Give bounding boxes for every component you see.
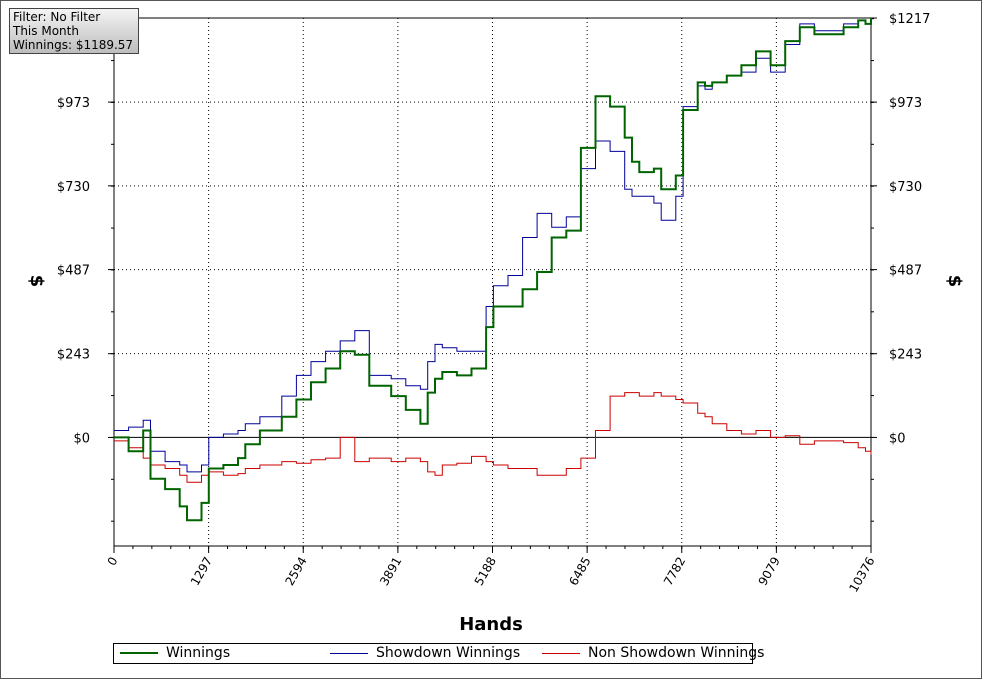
legend-item-showdown: Showdown Winnings — [330, 645, 520, 662]
legend-swatch-non-showdown — [542, 652, 580, 654]
series-line-non-showdown — [114, 392, 872, 483]
grid-lines — [114, 18, 871, 546]
period-text: This Month — [13, 24, 79, 38]
x-tick-label: 2594 — [282, 555, 309, 588]
filter-text: Filter: No Filter — [13, 10, 101, 24]
chart-legend: Winnings Showdown Winnings Non Showdown … — [113, 643, 764, 664]
y-tick-label-left: $487 — [57, 264, 90, 279]
x-tick-label: 3891 — [377, 555, 404, 588]
filter-info-box: Filter: No Filter This Month Winnings: $… — [9, 8, 139, 54]
y-tick-label-right: $487 — [889, 264, 922, 279]
x-tick-label: 6485 — [566, 555, 593, 588]
y-tick-label-left: $730 — [57, 180, 90, 195]
legend-swatch-showdown — [330, 652, 368, 654]
axis-ticks — [108, 17, 877, 553]
legend-label-showdown: Showdown Winnings — [376, 645, 521, 661]
y-axis-label-right: $ — [944, 275, 965, 288]
series-lines — [114, 18, 872, 522]
series-line-winnings — [114, 18, 872, 522]
legend-swatch-winnings — [120, 652, 158, 654]
y-tick-label-right: $730 — [889, 180, 922, 195]
winnings-total-text: Winnings: $1189.57 — [13, 38, 134, 52]
x-tick-label: 9079 — [756, 555, 783, 588]
x-axis-label: Hands — [459, 614, 523, 635]
x-tick-label: 10376 — [846, 555, 877, 595]
y-tick-label-right: $973 — [889, 96, 922, 111]
y-axis-label-left: $ — [26, 275, 47, 288]
legend-label-winnings: Winnings — [166, 645, 231, 661]
legend-item-non-showdown: Non Showdown Winnings — [542, 645, 764, 662]
x-tick-label: 5188 — [472, 555, 499, 588]
y-tick-label-right: $1217 — [889, 12, 930, 27]
legend-label-non-showdown: Non Showdown Winnings — [588, 645, 765, 661]
y-tick-label-left: $243 — [57, 348, 90, 363]
x-tick-label: 0 — [105, 555, 121, 569]
y-tick-label-left: $0 — [73, 431, 90, 446]
x-tick-label: 7782 — [661, 555, 688, 588]
y-tick-label-right: $0 — [889, 431, 906, 446]
y-tick-label-left: $973 — [57, 96, 90, 111]
y-tick-label-right: $243 — [889, 348, 922, 363]
legend-item-winnings: Winnings — [120, 645, 230, 662]
x-tick-label: 1297 — [188, 555, 215, 588]
